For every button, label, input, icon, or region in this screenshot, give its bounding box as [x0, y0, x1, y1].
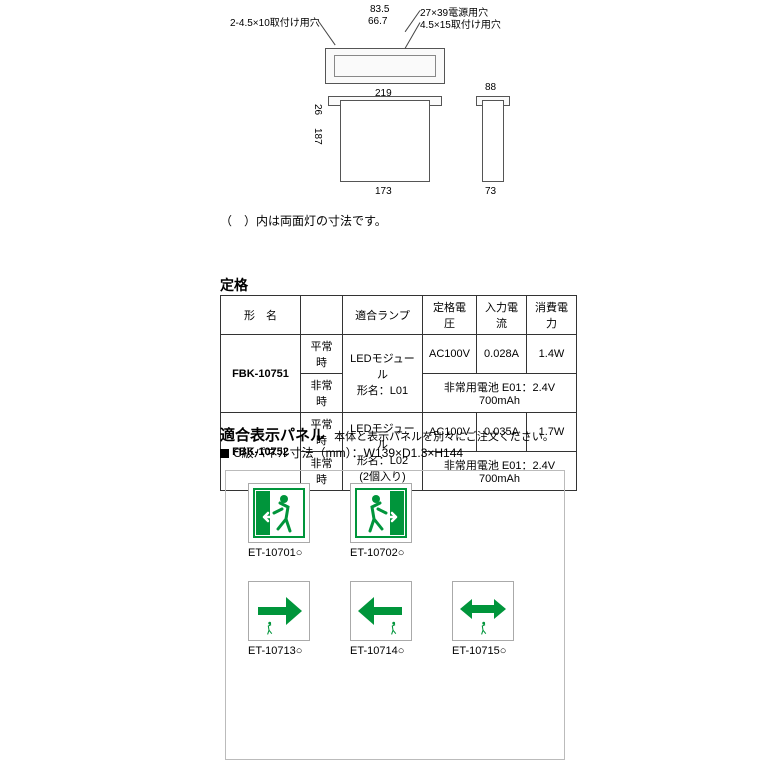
exit-left-icon — [252, 487, 306, 539]
table-row: FBK-10751 平常時 LEDモジュール 形名：L01 AC100V 0.0… — [221, 335, 577, 374]
dim-label: 2-4.5×10取付け用穴 — [230, 14, 320, 29]
dim-label: 83.5 — [370, 4, 389, 15]
th-voltage: 定格電圧 — [423, 296, 477, 335]
cell-power: 1.4W — [526, 335, 576, 374]
sign-label: ET-10715○ — [452, 645, 524, 657]
sign-item: ET-10714○ — [350, 581, 422, 657]
cell-model: FBK-10751 — [221, 335, 301, 413]
sign-arrow-right — [248, 581, 310, 641]
cell-mode: 平常時 — [301, 335, 343, 374]
th-model: 形 名 — [221, 296, 301, 335]
sign-label: ET-10714○ — [350, 645, 422, 657]
th-current: 入力電流 — [476, 296, 526, 335]
sign-item: ET-10701○ — [248, 483, 320, 559]
cell-lamp: LEDモジュール 形名：L01 — [343, 335, 423, 413]
panel-row: ET-10713○ ET-10714○ — [248, 581, 564, 657]
sign-item: ET-10702○ — [350, 483, 422, 559]
cell-voltage: AC100V — [423, 335, 477, 374]
sign-label: ET-10713○ — [248, 645, 320, 657]
panel-title: 適合表示パネル — [220, 427, 325, 444]
side-view-box — [482, 100, 504, 182]
dim-label: 187 — [312, 128, 323, 145]
panel-subtitle: 本体と表示パネルを別々にご注文ください。 — [334, 431, 554, 443]
panel-dimension: C級パネル寸法（mm）：W139×D1.3×H144 — [220, 444, 463, 461]
ratings-title: 定格 — [220, 275, 248, 295]
top-view-box — [325, 48, 445, 84]
sign-item: ET-10713○ — [248, 581, 320, 657]
panel-row: ET-10701○ ET-10702○ — [248, 483, 564, 559]
sign-label: ET-10702○ — [350, 547, 422, 559]
front-view-box — [340, 100, 430, 182]
technical-drawing: 2-4.5×10取付け用穴 83.5 27×39電源用穴 66.7 4.5×15… — [220, 0, 550, 200]
dim-label: 88 — [485, 82, 496, 93]
panel-dimension-text: C級パネル寸法（mm）：W139×D1.3×H144 — [233, 446, 463, 460]
arrow-both-icon — [456, 585, 510, 637]
dim-label: 66.7 — [368, 16, 387, 27]
sign-exit-right — [350, 483, 412, 543]
sign-exit-left — [248, 483, 310, 543]
arrow-left-icon — [354, 585, 408, 637]
th-power: 消費電力 — [526, 296, 576, 335]
cell-current: 0.028A — [476, 335, 526, 374]
sign-item: ET-10715○ — [452, 581, 524, 657]
ratings-table: 形 名 適合ランプ 定格電圧 入力電流 消費電力 FBK-10751 平常時 L… — [220, 295, 577, 491]
panel-grid: ET-10701○ ET-10702○ — [225, 470, 565, 760]
dim-label: 219 — [375, 88, 392, 99]
dim-label: 4.5×15取付け用穴 — [420, 16, 501, 31]
sign-label: ET-10701○ — [248, 547, 320, 559]
th-mode — [301, 296, 343, 335]
arrow-right-icon — [252, 585, 306, 637]
sign-arrow-both — [452, 581, 514, 641]
dim-label: 73 — [485, 186, 496, 197]
cell-emergency: 非常用電池 E01：2.4V 700mAh — [423, 374, 577, 413]
diagram-note: （ ）内は両面灯の寸法です。 — [220, 212, 387, 229]
sign-arrow-left — [350, 581, 412, 641]
panel-header: 適合表示パネル 本体と表示パネルを別々にご注文ください。 — [220, 424, 554, 445]
cell-mode: 非常時 — [301, 374, 343, 413]
exit-right-icon — [354, 487, 408, 539]
square-bullet-icon — [220, 449, 229, 458]
th-lamp: 適合ランプ — [343, 296, 423, 335]
dim-label: 26 — [312, 104, 323, 115]
dim-label: 173 — [375, 186, 392, 197]
table-header-row: 形 名 適合ランプ 定格電圧 入力電流 消費電力 — [221, 296, 577, 335]
